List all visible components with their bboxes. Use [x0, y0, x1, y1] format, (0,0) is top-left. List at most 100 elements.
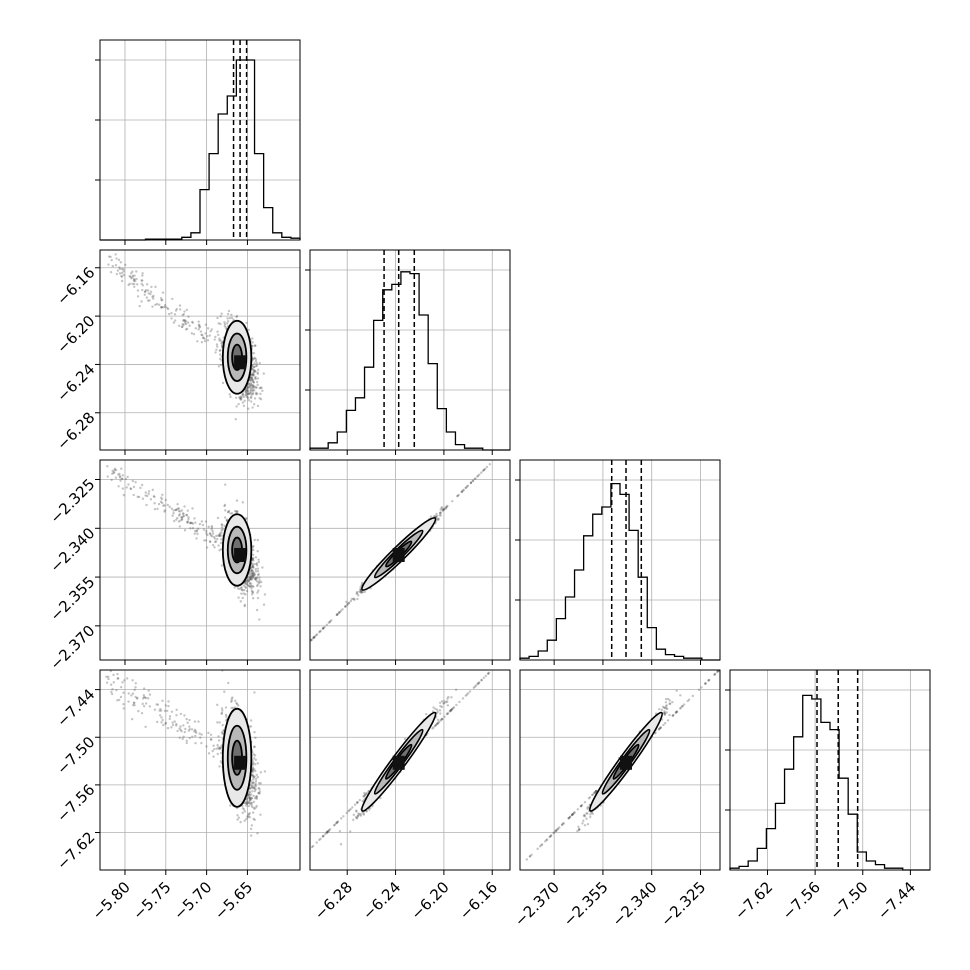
scatter-point: [164, 498, 167, 502]
scatter-point: [429, 515, 433, 518]
scatter-point: [457, 493, 460, 497]
scatter-point: [199, 330, 203, 333]
scatter-point: [241, 393, 244, 396]
scatter-point: [346, 603, 349, 606]
scatter-point: [216, 516, 220, 520]
scatter-point: [120, 267, 124, 271]
scatter-point: [127, 283, 130, 287]
scatter-point: [226, 317, 229, 320]
scatter-point: [179, 728, 182, 732]
scatter-point: [250, 377, 254, 381]
scatter-point: [246, 390, 250, 394]
scatter-point: [336, 613, 339, 616]
scatter-point: [212, 755, 215, 758]
scatter-point: [201, 333, 204, 337]
scatter-point: [175, 724, 178, 727]
scatter-point: [197, 324, 201, 327]
scatter-point: [247, 392, 250, 396]
scatter-point: [167, 312, 171, 316]
scatter-point: [440, 507, 443, 510]
scatter-point: [175, 508, 179, 511]
scatter-point: [219, 348, 222, 352]
scatter-point: [241, 392, 244, 396]
scatter-point: [174, 508, 177, 512]
scatter-point: [118, 267, 122, 271]
scatter-point: [189, 521, 192, 525]
scatter-point: [474, 477, 477, 480]
scatter-point: [251, 573, 254, 577]
scatter-point: [257, 791, 260, 795]
scatter-point: [259, 585, 262, 588]
scatter-point: [182, 514, 186, 518]
scatter-point: [164, 721, 167, 725]
scatter-point: [240, 588, 244, 592]
scatter-point: [245, 395, 248, 398]
scatter-point: [253, 577, 257, 580]
scatter-point: [255, 577, 259, 580]
scatter-point: [234, 396, 238, 399]
scatter-point: [361, 591, 364, 594]
scatter-point: [147, 697, 150, 700]
scatter-point: [247, 579, 251, 582]
scatter-point: [219, 746, 222, 750]
scatter-point: [205, 546, 209, 549]
scatter-point: [258, 581, 261, 584]
scatter-point: [188, 736, 192, 740]
scatter-point: [252, 385, 255, 388]
scatter-point: [250, 384, 253, 387]
scatter-point: [118, 272, 122, 275]
scatter-point: [191, 522, 195, 525]
scatter-point: [142, 695, 146, 699]
scatter-point: [112, 471, 116, 474]
scatter-point: [446, 504, 449, 508]
scatter-point: [190, 521, 194, 525]
scatter-point: [225, 322, 229, 325]
scatter-point: [257, 560, 261, 564]
scatter-point: [155, 720, 159, 724]
scatter-point: [210, 535, 214, 538]
scatter-point: [248, 797, 251, 801]
scatter-point: [252, 572, 256, 575]
scatter-point: [223, 504, 226, 508]
scatter-point: [257, 572, 260, 576]
scatter-point: [223, 322, 227, 326]
scatter-point: [251, 393, 254, 396]
scatter-point: [252, 386, 255, 390]
scatter-point: [310, 639, 313, 642]
scatter-point: [246, 580, 249, 583]
scatter-point: [230, 316, 234, 320]
scatter-point: [258, 361, 261, 365]
scatter-point: [187, 315, 190, 318]
scatter-point: [174, 508, 177, 512]
scatter-point: [206, 533, 209, 537]
scatter-point: [238, 396, 241, 399]
scatter-point: [149, 290, 153, 294]
scatter-point: [247, 579, 250, 582]
scatter-point: [245, 516, 248, 520]
scatter-point: [131, 679, 134, 682]
scatter-point: [219, 541, 223, 545]
scatter-point: [249, 802, 253, 805]
scatter-point: [246, 385, 250, 388]
scatter-point: [197, 328, 200, 331]
scatter-point: [255, 364, 258, 368]
scatter-point: [207, 731, 210, 735]
scatter-point: [254, 344, 257, 347]
scatter-point: [203, 337, 206, 340]
scatter-point: [215, 534, 218, 538]
scatter-point: [183, 505, 186, 508]
scatter-point: [220, 744, 223, 747]
scatter-point: [254, 788, 257, 791]
scatter-point: [246, 389, 249, 392]
scatter-point: [253, 365, 256, 369]
scatter-point: [464, 486, 468, 489]
scatter-point: [252, 559, 255, 562]
scatter-point: [254, 358, 258, 361]
scatter-point: [256, 591, 259, 594]
scatter-point: [131, 479, 134, 483]
scatter-point: [145, 503, 148, 507]
scatter-point: [250, 781, 254, 785]
scatter-point: [208, 532, 212, 536]
scatter-point: [208, 540, 212, 543]
scatter-point: [243, 801, 247, 805]
